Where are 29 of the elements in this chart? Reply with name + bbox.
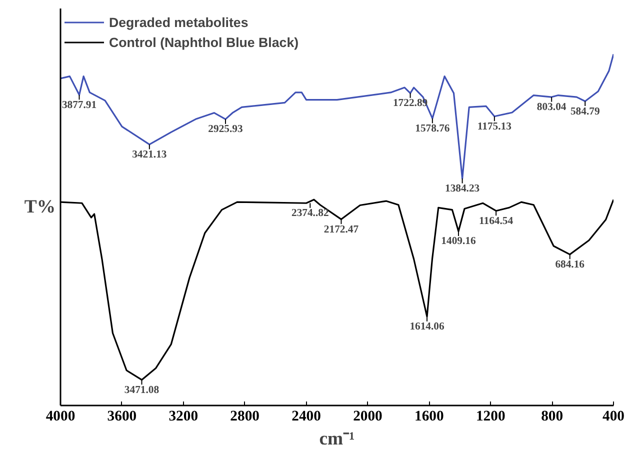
annotation: 1578.76	[415, 123, 450, 134]
annotation: 3877.91	[62, 100, 97, 111]
legend-label: Degraded metabolites	[109, 14, 248, 30]
annotation: 2925.93	[208, 124, 243, 136]
x-tick-label: 800	[541, 408, 564, 424]
x-tick-label: 2400	[292, 408, 321, 424]
annotation: 2172.47	[324, 224, 360, 236]
annotation: 1164.54	[479, 216, 514, 227]
x-tick-label: 400	[602, 408, 624, 424]
annotation: 803.04	[536, 102, 567, 114]
annotation: 3421.13	[132, 149, 167, 160]
annotation: 1384.23	[444, 184, 480, 195]
x-tick-label: 3600	[107, 408, 137, 424]
annotation: 584.79	[570, 106, 600, 118]
x-tick-label: 2800	[230, 408, 260, 424]
annotation: 2374..82	[291, 208, 329, 220]
x-tick-label: 3200	[168, 408, 198, 424]
y-axis-title: T%	[24, 196, 56, 218]
x-axis-title: cm⁻¹	[319, 428, 355, 450]
annotation: 1614.06	[410, 322, 445, 333]
x-tick-label: 1600	[414, 408, 444, 424]
annotation: 1175.13	[477, 121, 512, 132]
x-tick-label: 4000	[46, 408, 76, 424]
annotation: 1409.16	[441, 236, 476, 248]
annotation: 3471.08	[124, 384, 160, 396]
annotation: 684.16	[555, 259, 586, 270]
legend-label: Control (Naphthol Blue Black)	[109, 34, 299, 50]
x-tick-label: 2000	[353, 408, 382, 424]
x-tick-label: 1200	[476, 408, 506, 424]
